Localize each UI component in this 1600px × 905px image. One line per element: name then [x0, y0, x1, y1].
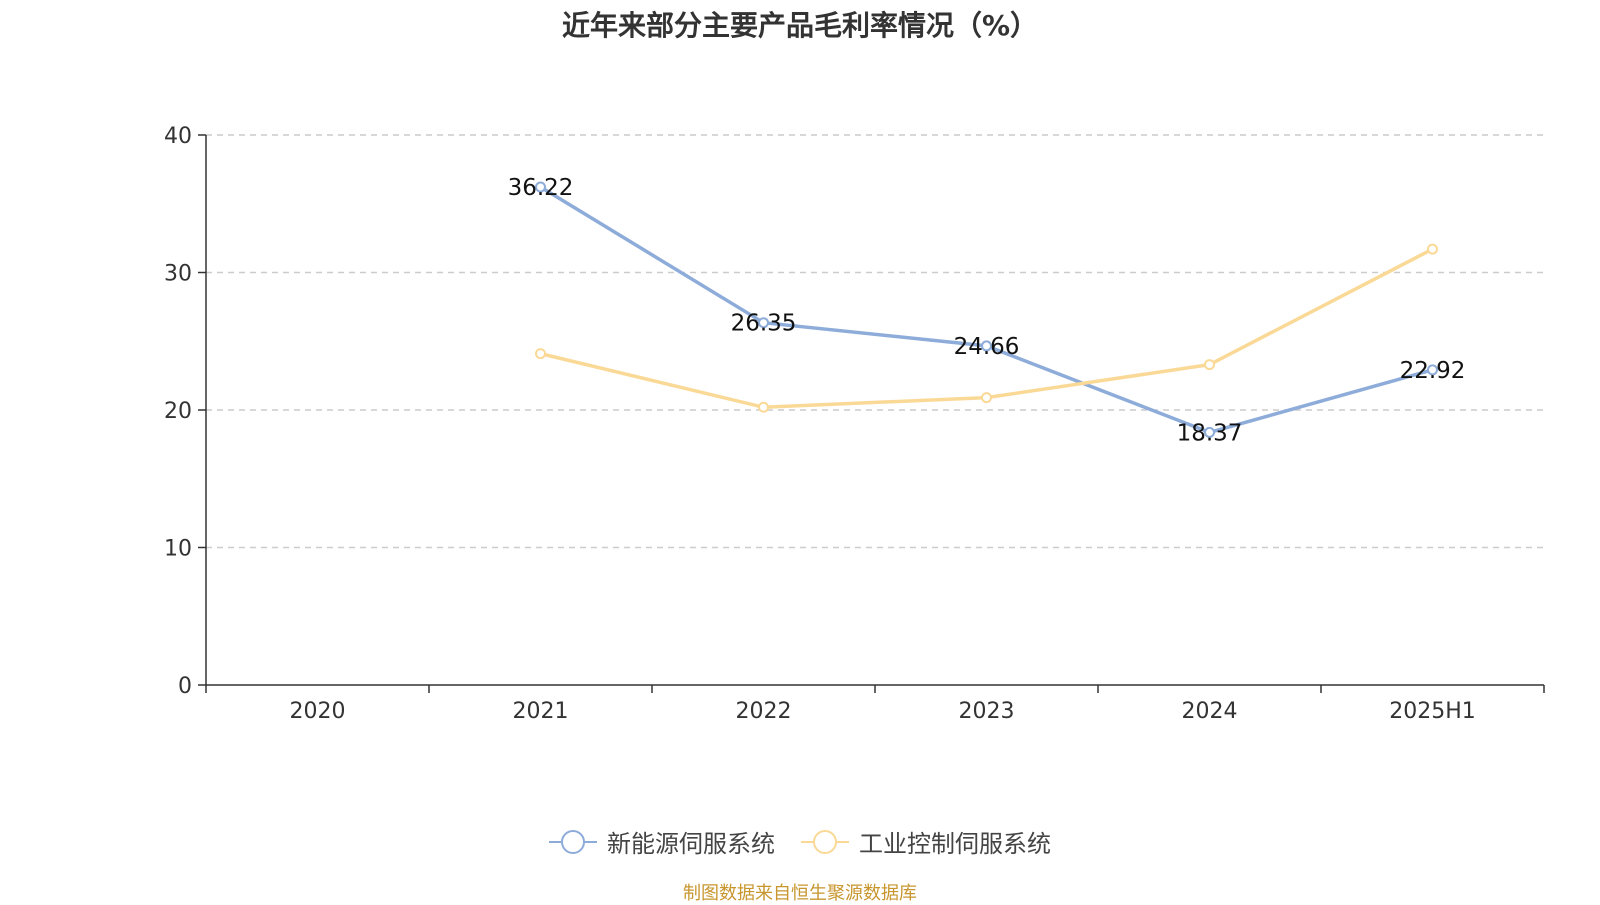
legend-label-series-2: 工业控制伺服系统	[859, 830, 1051, 858]
y-tick-label: 30	[164, 262, 192, 287]
data-point	[758, 317, 769, 329]
legend: 新能源伺服系统 工业控制伺服系统	[0, 824, 1600, 859]
y-tick-label: 40	[164, 124, 192, 149]
x-tick-label: 2021	[513, 699, 569, 724]
source-note: 制图数据来自恒生聚源数据库	[683, 883, 917, 904]
data-point	[1427, 364, 1438, 376]
data-label: 18.37	[1177, 420, 1243, 446]
data-label: 22.92	[1400, 358, 1466, 384]
data-point	[758, 401, 769, 413]
chart-title: 近年来部分主要产品毛利率情况（%）	[561, 9, 1039, 42]
x-tick-label: 2024	[1182, 699, 1238, 724]
x-tick-label: 2020	[290, 699, 346, 724]
data-label: 26.35	[731, 311, 797, 337]
data-point	[981, 392, 992, 404]
data-point	[1427, 243, 1438, 255]
x-tick-label: 2025H1	[1389, 699, 1476, 724]
legend-line-circle-icon	[549, 829, 597, 854]
legend-label-series-1: 新能源伺服系统	[607, 830, 775, 858]
data-point	[535, 348, 546, 360]
legend-item-series-2[interactable]: 工业控制伺服系统	[801, 824, 1051, 859]
data-label: 24.66	[954, 334, 1020, 360]
axes: 0 10 20 30 40 2020 2021 2022 2023 2024 2025H1	[164, 124, 1545, 724]
series-lines	[535, 181, 1438, 438]
x-tick-label: 2023	[959, 699, 1015, 724]
x-tick-label: 2022	[736, 699, 792, 724]
y-tick-label: 10	[164, 537, 192, 562]
legend-item-series-1[interactable]: 新能源伺服系统	[549, 824, 775, 859]
legend-line-circle-icon	[801, 829, 849, 854]
data-point	[981, 340, 992, 352]
y-tick-label: 20	[164, 399, 192, 424]
data-label: 36.22	[508, 175, 574, 201]
gridlines	[206, 134, 1544, 549]
data-labels: 36.22 26.35 24.66 18.37 22.92	[508, 175, 1466, 446]
data-point	[535, 181, 546, 193]
data-point	[1204, 426, 1215, 438]
data-point	[1204, 359, 1215, 371]
y-tick-label: 0	[178, 674, 192, 699]
